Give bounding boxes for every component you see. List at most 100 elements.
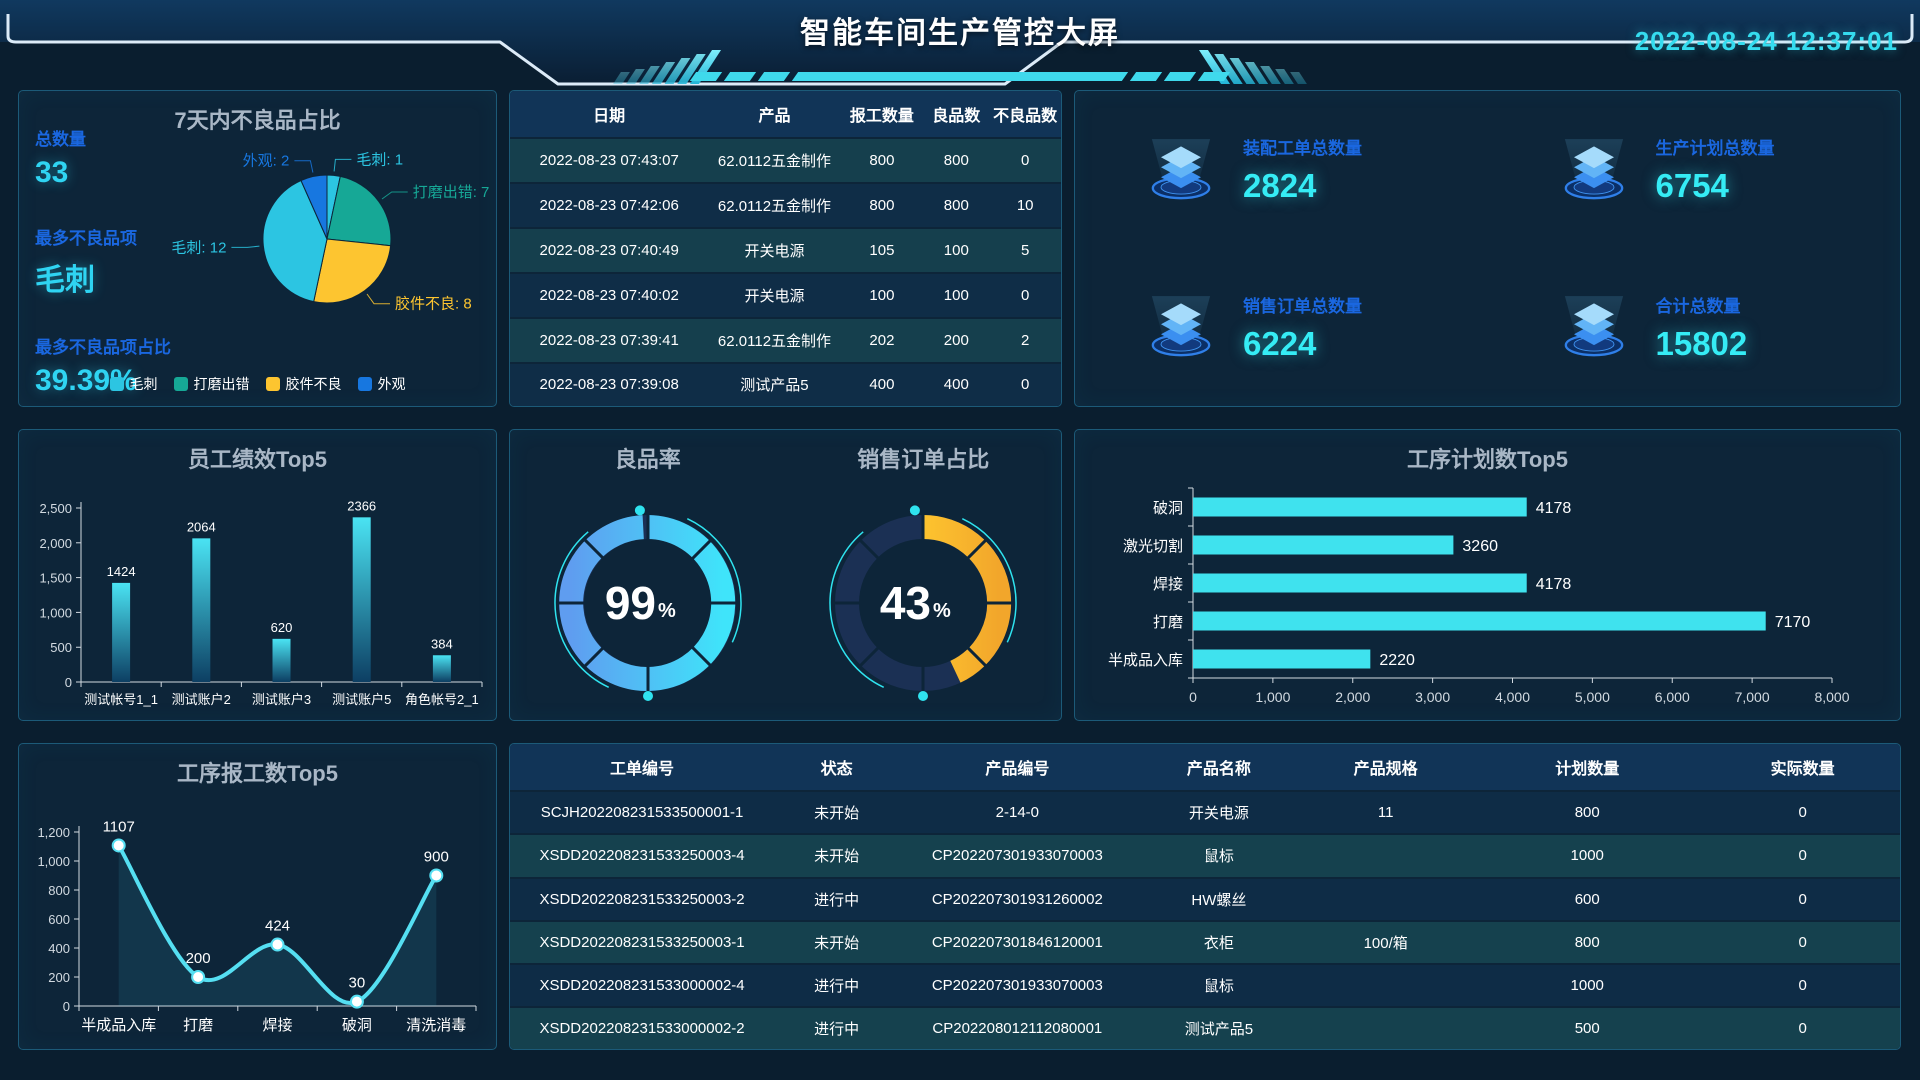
column-header: 良品数 xyxy=(923,91,990,138)
table-cell: XSDD202208231533000002-4 xyxy=(539,977,745,995)
table-cell: CP202207301933070003 xyxy=(931,847,1103,865)
table-cell: 0 xyxy=(1021,151,1030,169)
column-header: 工单编号 xyxy=(510,744,775,791)
table-row: XSDD202208231533000002-2 进行中 CP20220801211… xyxy=(510,1007,1900,1049)
table-cell: 400 xyxy=(943,376,969,394)
table-cell: 800 xyxy=(869,196,895,214)
chart-text: 2,000 xyxy=(39,536,72,551)
legend-item: 毛刺 xyxy=(109,374,158,394)
stat-card: 生产计划总数量 6754 xyxy=(1488,91,1901,249)
chart-text: 5,000 xyxy=(1575,689,1610,705)
gauge-title: 良品率 xyxy=(614,447,681,472)
stat-card-value: 6754 xyxy=(1655,167,1729,205)
chart-text: 200 xyxy=(186,950,211,967)
stat-card-label: 销售订单总数量 xyxy=(1243,296,1362,316)
legend-label: 外观 xyxy=(377,376,406,392)
panel-defect-ratio: 7天内不良品占比 总数量 33 最多不良品项 毛刺 最多不良品项占比 39.39% 毛刺:… xyxy=(18,90,497,407)
stat-card-text: 装配工单总数量 2824 xyxy=(1243,134,1362,205)
data-point xyxy=(270,937,285,952)
table-row: XSDD202208231533250003-2 进行中 CP20220730193… xyxy=(510,877,1900,921)
pie-callout-line xyxy=(333,158,352,172)
defect-stats: 总数量 33 最多不良品项 毛刺 最多不良品项占比 39.39% xyxy=(35,125,200,406)
panel-report-table: 日期 产品 报工数量 良品数 不良品数 2022-08-23 07:43:07 62.01… xyxy=(509,90,1062,407)
table-cell: 2022-08-23 07:39:08 xyxy=(539,376,679,394)
table-cell: 鼠标 xyxy=(1203,848,1234,866)
panel-title: 工序计划数Top5 xyxy=(1407,447,1568,472)
bar xyxy=(1193,497,1527,517)
data-point xyxy=(429,868,444,883)
table-cell: 1000 xyxy=(1570,847,1604,865)
chart-text: 2064 xyxy=(187,519,216,534)
table-cell: 0 xyxy=(1798,977,1807,995)
table-row: XSDD202208231533000002-4 进行中 CP20220730193… xyxy=(510,964,1900,1008)
stat-value: 毛刺 xyxy=(35,264,95,297)
legend-item: 胶件不良 xyxy=(265,374,342,394)
chart-text: 测试账户2 xyxy=(172,692,231,707)
chart-text: 半成品入库 xyxy=(1108,652,1183,669)
table-cell xyxy=(1302,1007,1469,1049)
panel-process-report-top5: 工序报工数Top5 0 200 400 600 800 1,000 1,200 1107 半成品… xyxy=(18,743,497,1050)
column-header: 状态 xyxy=(774,744,900,791)
stat-label: 总数量 xyxy=(35,130,86,149)
bar xyxy=(432,655,451,682)
process-plan-bar-chart: 0 1,000 2,000 3,000 4,000 5,000 6,000 7,000 8,00… xyxy=(1108,487,1850,705)
stat-label: 最多不良品项占比 xyxy=(35,338,171,357)
table-cell: XSDD202208231533000002-2 xyxy=(539,1020,745,1038)
stat-label: 最多不良品项 xyxy=(35,229,137,248)
stat-card: 销售订单总数量 6224 xyxy=(1075,249,1488,407)
table-row: 2022-08-23 07:40:02 开关电源 100 100 0 xyxy=(510,272,1061,318)
chart-text: 打磨 xyxy=(183,1017,213,1034)
table-row: 2022-08-23 07:40:49 开关电源 105 100 5 xyxy=(510,227,1061,273)
table-cell: 202 xyxy=(869,331,895,349)
chart-text: 43 xyxy=(880,577,931,629)
table-cell: 800 xyxy=(943,151,969,169)
chart-text: 99 xyxy=(605,577,656,629)
pie-callout-line xyxy=(366,293,390,305)
table-row: SCJH202208231533500001-1 未开始 2-14-0 开关电源 11 8… xyxy=(510,791,1900,835)
table-cell: 0 xyxy=(1798,804,1807,822)
table-cell: 未开始 xyxy=(814,805,860,823)
chart-text: 2366 xyxy=(347,498,376,513)
pie-callout-line xyxy=(381,191,408,200)
chart-text: 1107 xyxy=(103,818,135,835)
stat-card-text: 销售订单总数量 6224 xyxy=(1243,292,1362,363)
defect-stat: 最多不良品项 毛刺 xyxy=(35,224,200,299)
table-cell: 开关电源 xyxy=(744,287,805,305)
panel-process-plan-top5: 工序计划数Top5 0 1,000 2,000 3,000 4,000 5,000 6,00… xyxy=(1074,429,1901,721)
stat-value: 33 xyxy=(35,156,69,189)
table-cell: HW螺丝 xyxy=(1191,891,1247,909)
report-table: 日期 产品 报工数量 良品数 不良品数 2022-08-23 07:43:07 62.01… xyxy=(510,91,1061,406)
legend-item: 打磨出错 xyxy=(173,374,250,394)
legend-label: 打磨出错 xyxy=(193,376,250,392)
chart-text: 破洞 xyxy=(1153,500,1183,517)
chart-text: 4,000 xyxy=(1495,689,1530,705)
chart-text: 破洞 xyxy=(342,1017,372,1034)
employee-bar-chart: 0 500 1,000 1,500 2,000 2,500 1424 测试帐号1_1 2064 测… xyxy=(39,498,483,707)
table-cell: 2022-08-23 07:39:41 xyxy=(539,331,679,349)
gauge-deco-dot xyxy=(634,505,645,516)
chart-text: 900 xyxy=(424,849,449,866)
table-cell xyxy=(1302,964,1469,1007)
chart-text: 1424 xyxy=(107,564,136,579)
gauge-deco-dot xyxy=(910,505,921,516)
table-header-row: 日期 产品 报工数量 良品数 不良品数 xyxy=(510,91,1061,138)
column-header: 报工数量 xyxy=(840,91,924,138)
table-cell: 测试产品5 xyxy=(1184,1021,1254,1039)
table-cell: 未开始 xyxy=(814,934,860,952)
column-header: 产品规格 xyxy=(1302,744,1470,791)
quality-gauge-chart: 99% xyxy=(554,505,742,701)
table-cell: 0 xyxy=(1021,286,1030,304)
chart-text: 打磨 xyxy=(1153,614,1183,631)
table-cell: 0 xyxy=(1798,847,1807,865)
table-cell xyxy=(1302,834,1469,877)
bar xyxy=(1193,573,1527,593)
panel-title: 员工绩效Top5 xyxy=(188,447,327,472)
chart-text: 毛刺: 1 xyxy=(356,151,403,168)
table-cell: 未开始 xyxy=(814,848,860,866)
table-cell: 10 xyxy=(1016,196,1034,214)
chart-text: 焊接 xyxy=(262,1017,292,1034)
table-cell: 500 xyxy=(1574,1020,1600,1038)
table-cell: 5 xyxy=(1021,241,1030,259)
table-cell: 62.0112五金制作 xyxy=(717,197,832,215)
